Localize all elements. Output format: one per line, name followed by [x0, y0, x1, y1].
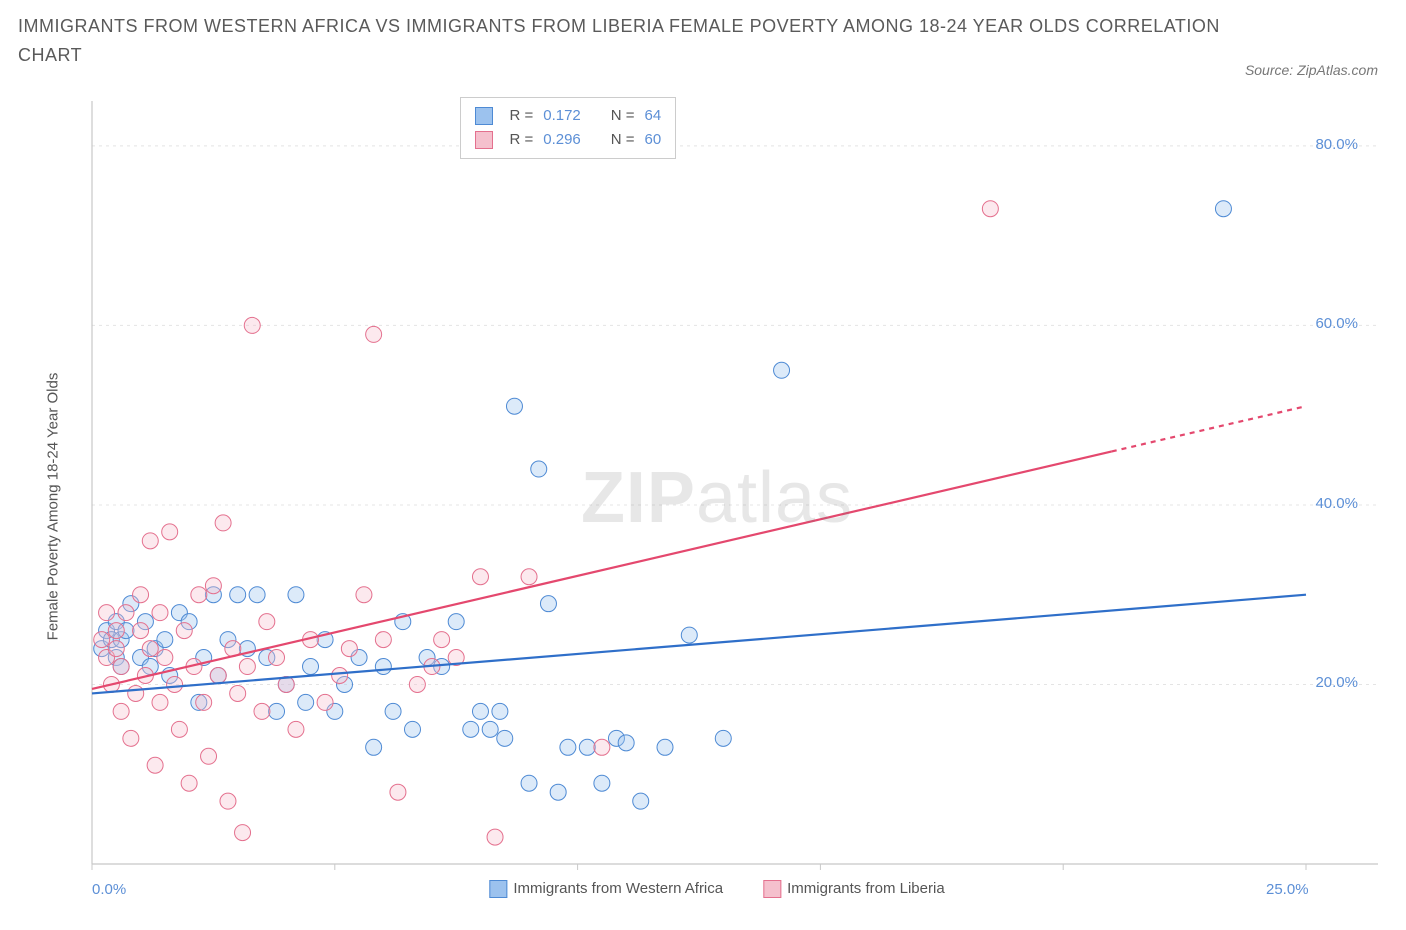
y-tick-label: 60.0% — [1315, 315, 1358, 332]
r-label: R = — [509, 128, 533, 152]
r-label: R = — [509, 104, 533, 128]
source-credit: Source: ZipAtlas.com — [1245, 62, 1378, 78]
x-tick-label: 25.0% — [1266, 881, 1309, 898]
series-legend: Immigrants from Western Africa Immigrants… — [489, 880, 944, 898]
stats-legend-row: R = 0.296 N = 60 — [475, 128, 661, 152]
legend-label: Immigrants from Western Africa — [513, 880, 723, 897]
y-tick-label: 40.0% — [1315, 495, 1358, 512]
scatter-plot — [86, 95, 1386, 870]
r-value: 0.296 — [543, 128, 581, 152]
stats-legend-row: R = 0.172 N = 64 — [475, 104, 661, 128]
y-axis-label: Female Poverty Among 18-24 Year Olds — [45, 372, 62, 640]
n-value: 60 — [645, 128, 662, 152]
chart-container: Female Poverty Among 18-24 Year Olds ZIP… — [48, 95, 1386, 900]
legend-item: Immigrants from Western Africa — [489, 880, 723, 898]
stats-legend-box: R = 0.172 N = 64 R = 0.296 N = 60 — [460, 97, 676, 159]
y-tick-label: 20.0% — [1315, 674, 1358, 691]
n-value: 64 — [645, 104, 662, 128]
r-value: 0.172 — [543, 104, 581, 128]
legend-item: Immigrants from Liberia — [763, 880, 945, 898]
y-tick-label: 80.0% — [1315, 136, 1358, 153]
legend-swatch — [489, 880, 507, 898]
legend-label: Immigrants from Liberia — [787, 880, 945, 897]
n-label: N = — [611, 104, 635, 128]
legend-swatch — [763, 880, 781, 898]
chart-title: IMMIGRANTS FROM WESTERN AFRICA VS IMMIGR… — [18, 12, 1286, 70]
n-label: N = — [611, 128, 635, 152]
x-tick-label: 0.0% — [92, 881, 126, 898]
legend-swatch — [475, 131, 493, 149]
legend-swatch — [475, 107, 493, 125]
